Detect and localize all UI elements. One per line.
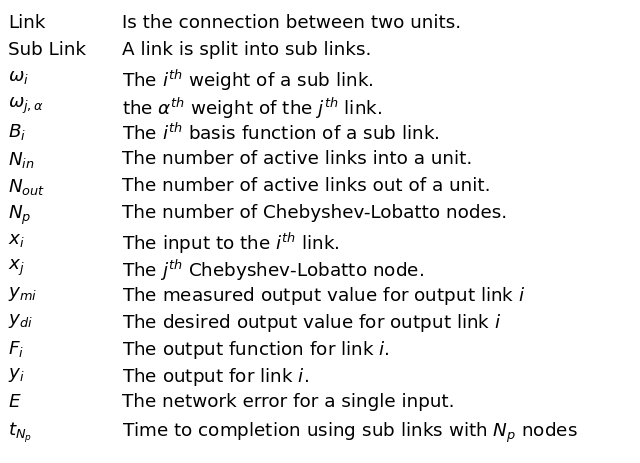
Text: $x_i$: $x_i$ <box>8 231 25 249</box>
Text: The $i^{th}$ weight of a sub link.: The $i^{th}$ weight of a sub link. <box>122 68 374 94</box>
Text: Is the connection between two units.: Is the connection between two units. <box>122 14 461 32</box>
Text: $x_j$: $x_j$ <box>8 258 25 278</box>
Text: $N_{out}$: $N_{out}$ <box>8 176 45 197</box>
Text: $\omega_i$: $\omega_i$ <box>8 68 29 86</box>
Text: $E$: $E$ <box>8 394 22 412</box>
Text: The number of active links into a unit.: The number of active links into a unit. <box>122 150 472 168</box>
Text: The $i^{th}$ basis function of a sub link.: The $i^{th}$ basis function of a sub lin… <box>122 122 440 144</box>
Text: The measured output value for output link $i$: The measured output value for output lin… <box>122 285 525 307</box>
Text: A link is split into sub links.: A link is split into sub links. <box>122 41 371 59</box>
Text: The output for link $i$.: The output for link $i$. <box>122 366 309 388</box>
Text: $B_i$: $B_i$ <box>8 122 26 143</box>
Text: $y_{mi}$: $y_{mi}$ <box>8 285 37 303</box>
Text: Time to completion using sub links with $N_p$ nodes: Time to completion using sub links with … <box>122 420 578 444</box>
Text: $F_i$: $F_i$ <box>8 339 24 359</box>
Text: Sub Link: Sub Link <box>8 41 86 59</box>
Text: $N_{in}$: $N_{in}$ <box>8 150 35 169</box>
Text: The number of active links out of a unit.: The number of active links out of a unit… <box>122 176 490 194</box>
Text: $t_{N_p}$: $t_{N_p}$ <box>8 420 32 444</box>
Text: $\omega_{j,\alpha}$: $\omega_{j,\alpha}$ <box>8 95 44 115</box>
Text: The input to the $i^{th}$ link.: The input to the $i^{th}$ link. <box>122 231 340 256</box>
Text: $N_p$: $N_p$ <box>8 204 31 227</box>
Text: $y_{di}$: $y_{di}$ <box>8 312 33 330</box>
Text: The output function for link $i$.: The output function for link $i$. <box>122 339 390 361</box>
Text: The desired output value for output link $i$: The desired output value for output link… <box>122 312 501 334</box>
Text: $y_i$: $y_i$ <box>8 366 25 384</box>
Text: The $j^{th}$ Chebyshev-Lobatto node.: The $j^{th}$ Chebyshev-Lobatto node. <box>122 258 424 283</box>
Text: the $\alpha^{th}$ weight of the $j^{th}$ link.: the $\alpha^{th}$ weight of the $j^{th}$… <box>122 95 382 120</box>
Text: The network error for a single input.: The network error for a single input. <box>122 394 454 412</box>
Text: The number of Chebyshev-Lobatto nodes.: The number of Chebyshev-Lobatto nodes. <box>122 204 507 222</box>
Text: Link: Link <box>8 14 45 32</box>
